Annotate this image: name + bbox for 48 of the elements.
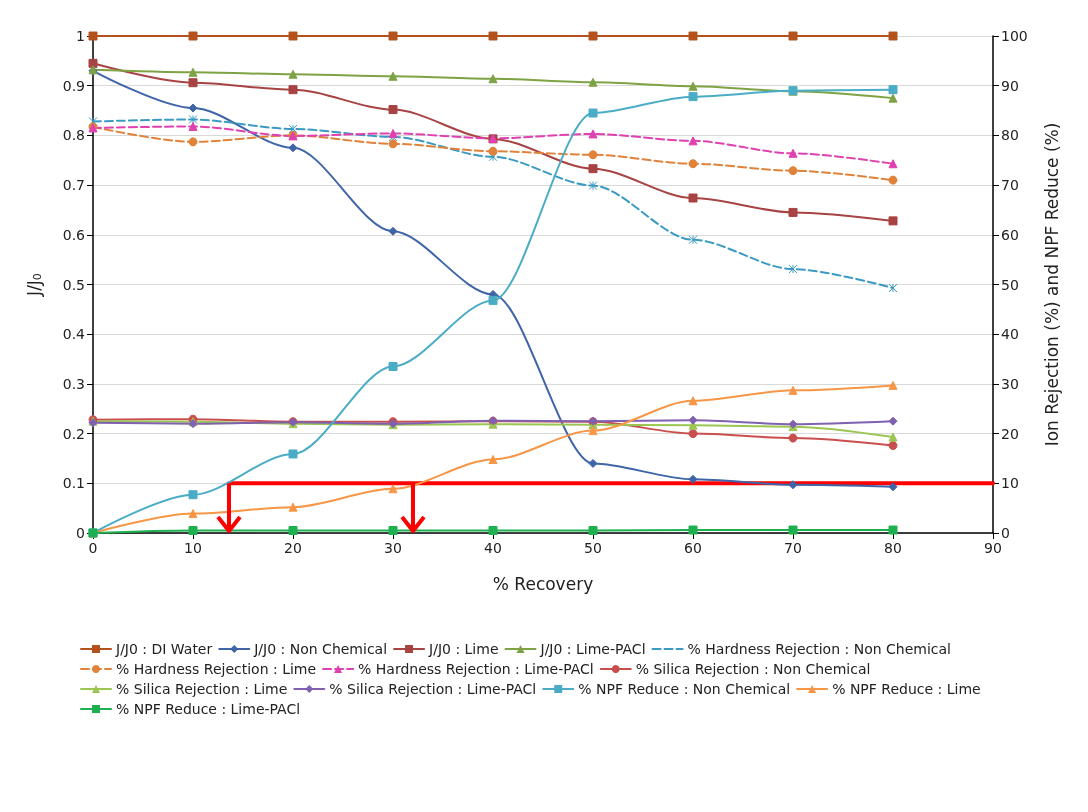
y2-axis-title: Ion Rejection (%) and NPF Reduce (%) [1041,122,1062,447]
y-tick-label: 0.8 [62,127,85,144]
legend-label: % Silica Rejection : Lime-PACl [329,681,537,697]
legend-label: % NPF Reduce : Lime [832,681,981,697]
x-tick-label: 40 [484,540,502,556]
y-tick-label: 0.3 [62,375,85,392]
y-tick-label: 1 [76,28,85,44]
legend-label: J/J0 : Lime [428,641,499,657]
x-tick-label: 90 [984,540,1002,556]
y2-tick-label: 100 [1001,28,1028,44]
x-tick-label: 30 [384,540,402,556]
y2-tick-label: 90 [1001,77,1019,94]
x-tick-label: 50 [584,540,602,556]
legend-label: J/J0 : DI Water [115,641,213,657]
y-tick-label: 0.4 [62,326,86,343]
y-tick-label: 0.5 [62,276,85,293]
y-axis-title: J/J0 [23,273,44,297]
y2-tick-label: 40 [1001,326,1019,343]
y-tick-label: 0.1 [62,475,85,492]
y2-tick-label: 20 [1001,425,1019,442]
x-tick-label: 10 [184,540,202,556]
legend-label: % NPF Reduce : Lime-PACl [116,701,301,717]
legend-label: J/J0 : Lime-PACl [539,641,646,657]
x-tick-label: 60 [684,540,702,556]
x-axis-title: % Recovery [492,573,594,594]
legend-label: % NPF Reduce : Non Chemical [578,681,791,697]
legend-label: % Hardness Rejection : Lime-PACl [358,661,594,677]
legend-label: % Hardness Rejection : Non Chemical [687,641,951,657]
y2-tick-label: 10 [1001,475,1019,492]
y-tick-label: 0.9 [62,77,85,94]
y2-tick-label: 80 [1001,127,1019,144]
y2-tick-label: 30 [1001,375,1019,392]
y2-tick-label: 50 [1001,276,1019,293]
y2-tick-label: 70 [1001,177,1019,194]
x-tick-label: 20 [284,540,302,556]
y-tick-label: 0 [76,525,85,541]
y-tick-label: 0.2 [62,425,85,442]
legend-label: % Hardness Rejection : Lime [116,661,317,677]
y2-tick-label: 60 [1001,226,1019,243]
x-tick-label: 80 [884,540,902,556]
x-tick-label: 0 [88,540,98,556]
y2-tick-label: 0 [1001,525,1010,541]
legend-label: % Silica Rejection : Non Chemical [635,661,871,677]
y-tick-label: 0.7 [62,177,85,194]
legend-label: % Silica Rejection : Lime [116,681,288,697]
x-tick-label: 70 [784,540,802,556]
y-tick-label: 0.6 [62,226,86,243]
legend-label: J/J0 : Non Chemical [253,641,388,657]
